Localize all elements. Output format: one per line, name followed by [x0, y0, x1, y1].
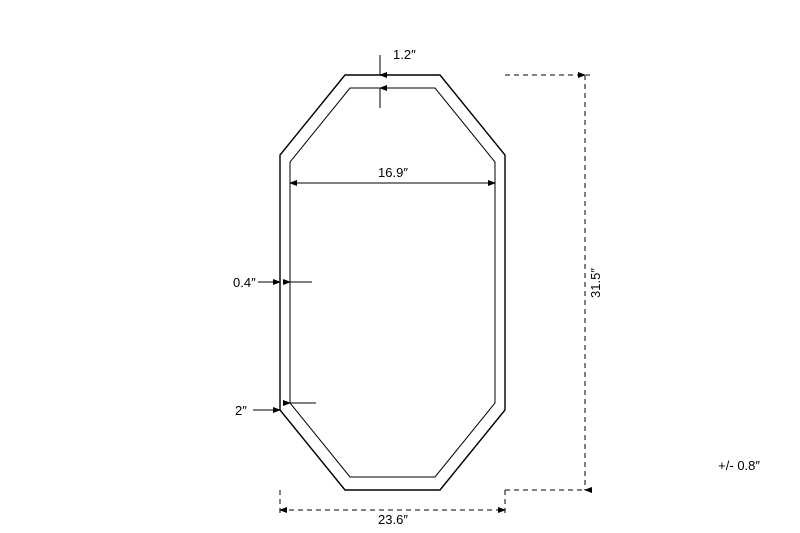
label-overall-height: 31.5″ [588, 268, 603, 298]
dim-side-gap: 0.4″ [233, 275, 312, 290]
label-chamfer: 2″ [235, 403, 247, 418]
dim-overall-height: 31.5″ [505, 75, 603, 490]
outer-octagon [280, 75, 505, 490]
inner-octagon [290, 88, 495, 477]
dim-overall-width: 23.6″ [280, 490, 505, 527]
label-side-gap: 0.4″ [233, 275, 256, 290]
tolerance-note: +/- 0.8″ [718, 458, 760, 473]
dim-inner-width: 16.9″ [290, 165, 495, 183]
label-inner-width: 16.9″ [378, 165, 408, 180]
dim-chamfer: 2″ [235, 403, 316, 418]
label-top-thickness: 1.2″ [393, 47, 416, 62]
label-overall-width: 23.6″ [378, 512, 408, 527]
dim-top-thickness: 1.2″ [380, 47, 416, 108]
